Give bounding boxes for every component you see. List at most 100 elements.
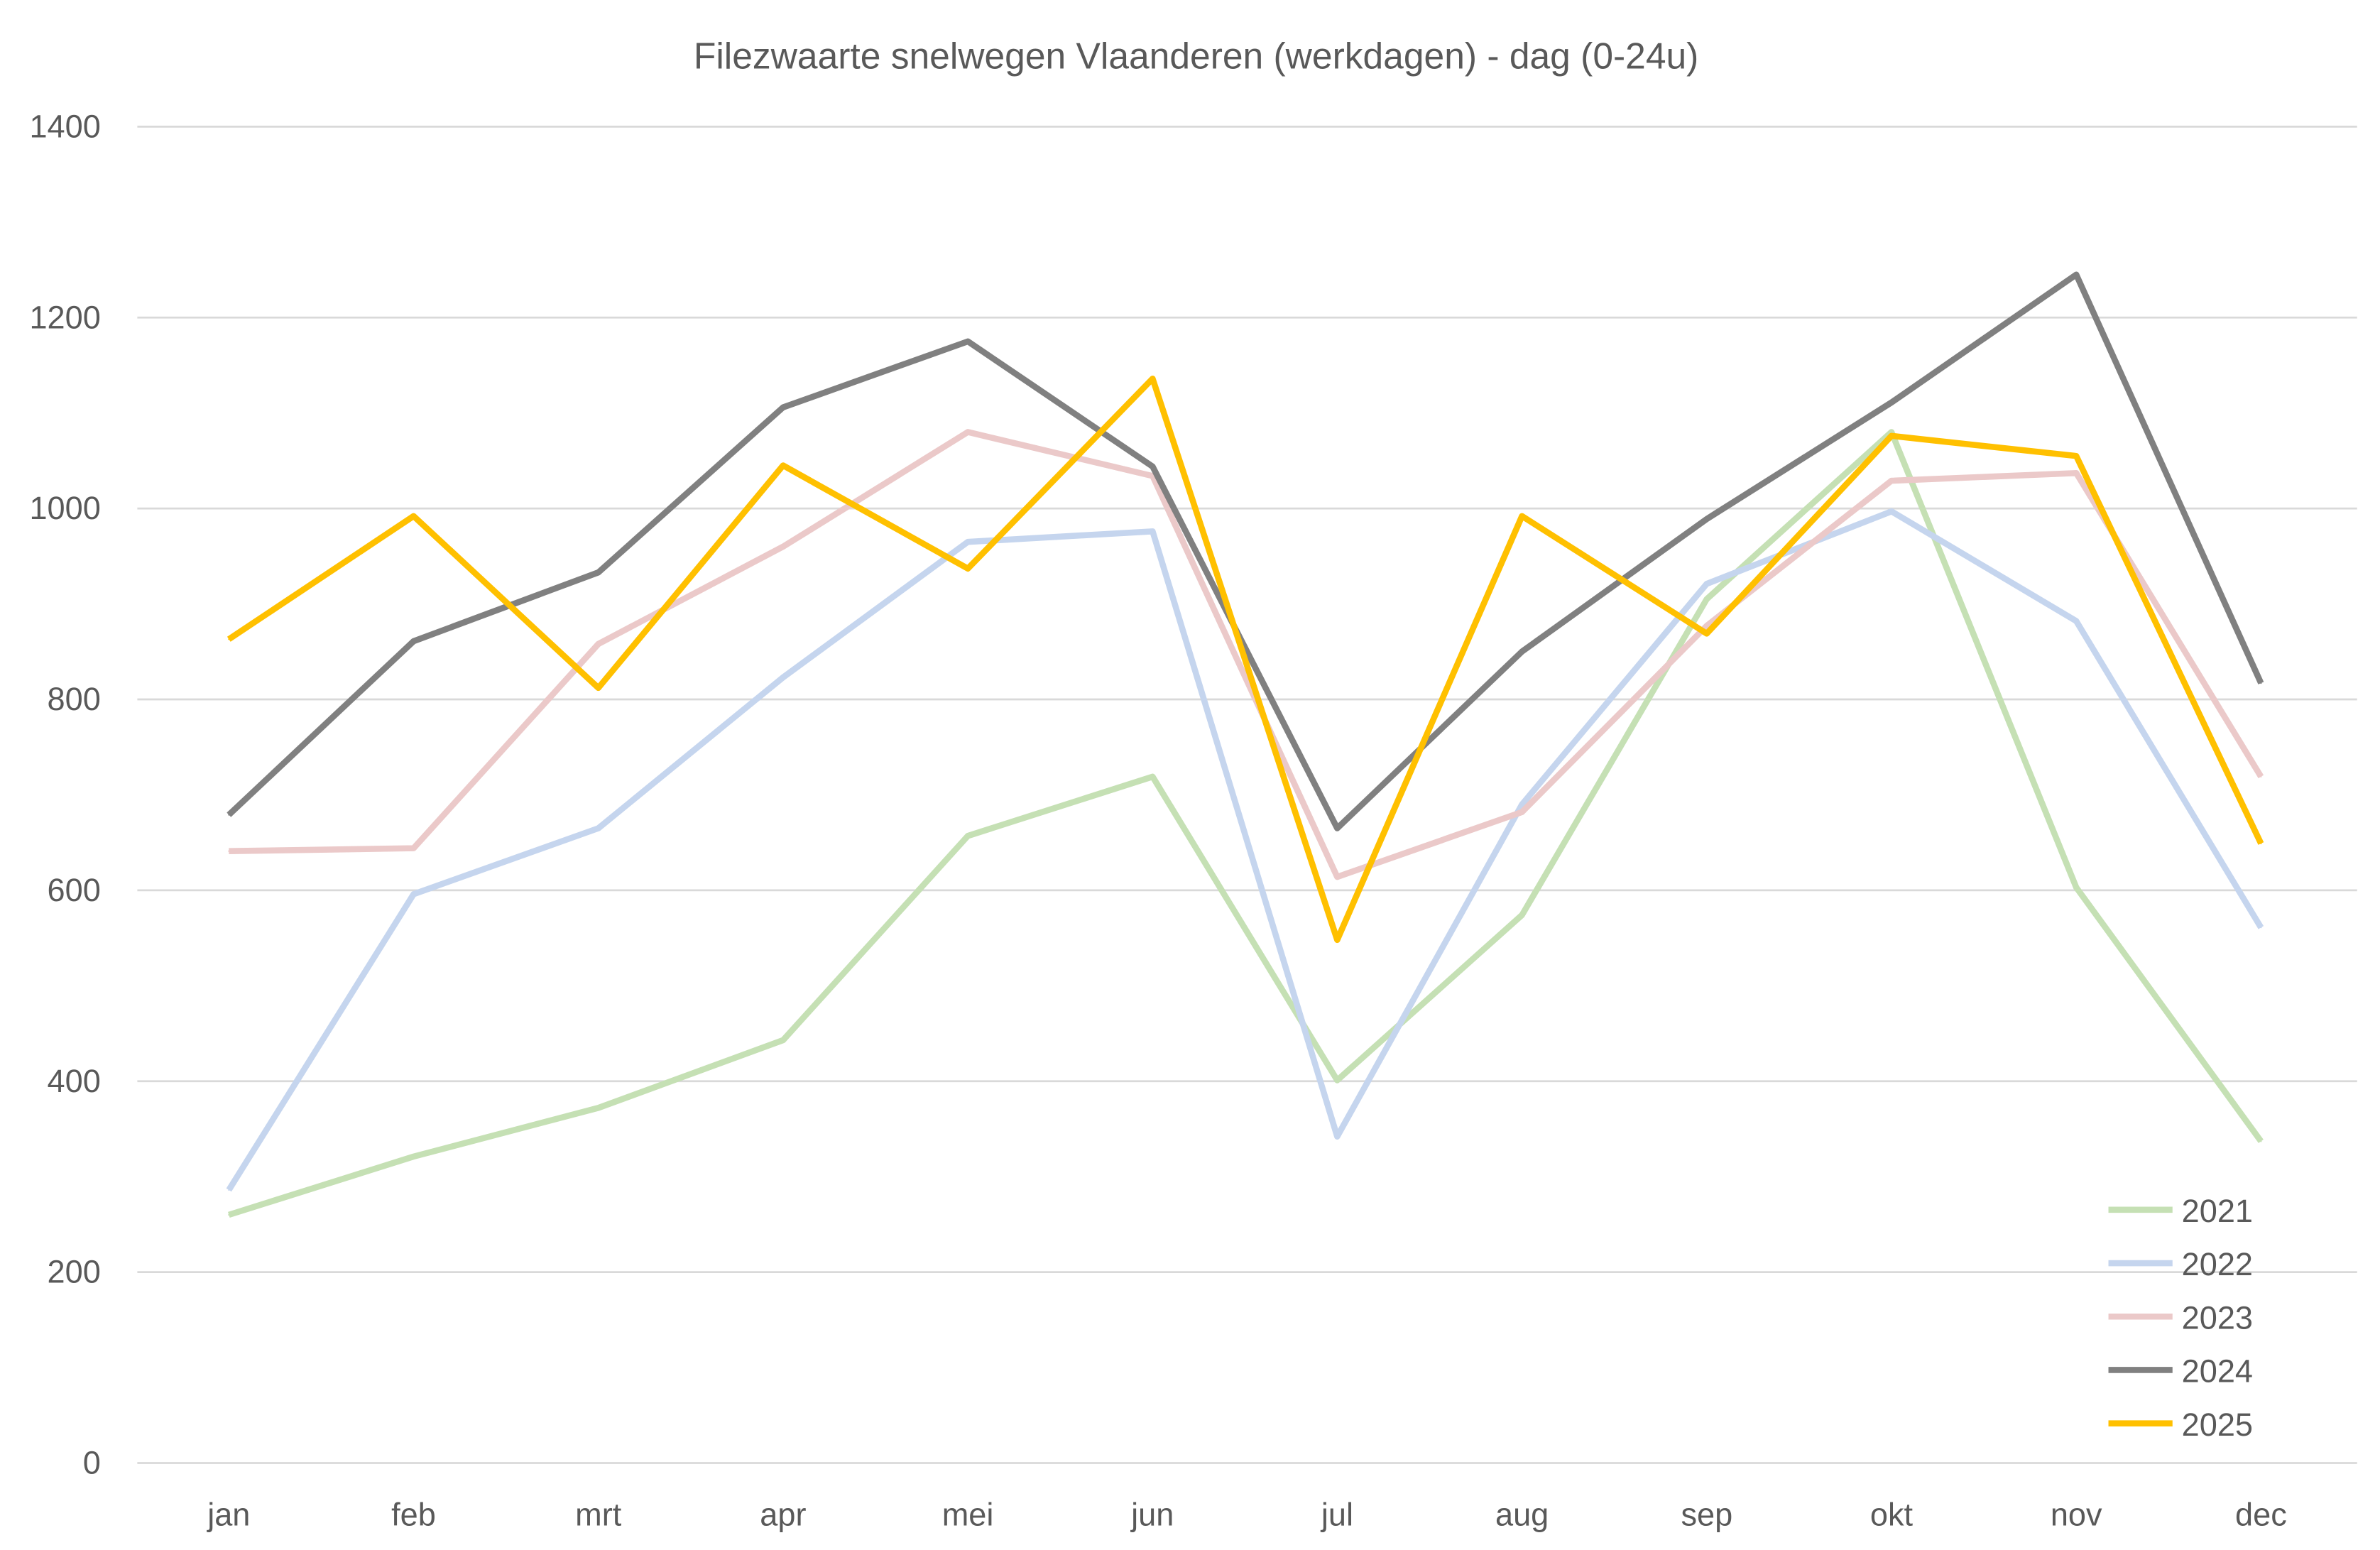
- x-tick-label: aug: [1495, 1497, 1549, 1533]
- data-point: [597, 572, 599, 574]
- y-tick-label: 1400: [29, 108, 100, 144]
- chart-title: Filezwaarte snelwegen Vlaanderen (werkda…: [694, 36, 1698, 77]
- data-point: [1152, 465, 1154, 468]
- data-point: [1705, 598, 1708, 600]
- legend-item-2023: 2023: [2108, 1299, 2253, 1336]
- data-point: [2260, 775, 2262, 777]
- y-tick-label: 800: [48, 681, 101, 717]
- x-tick-label: feb: [391, 1497, 436, 1533]
- data-point: [782, 406, 784, 408]
- y-tick-label: 200: [48, 1254, 101, 1290]
- data-point: [1152, 530, 1154, 533]
- series-line-2022: [226, 508, 2264, 1192]
- x-tick-label: dec: [2235, 1497, 2287, 1533]
- data-point: [1705, 625, 1708, 627]
- legend-label: 2021: [2182, 1193, 2253, 1229]
- data-point: [228, 814, 230, 816]
- x-tick-label: okt: [1870, 1497, 1914, 1533]
- series-line-2025: [226, 375, 2264, 944]
- gridlines: [137, 125, 2357, 1464]
- series-lines: [226, 271, 2264, 1218]
- data-point: [966, 835, 969, 837]
- data-point: [1890, 431, 1893, 433]
- data-point: [2075, 273, 2078, 275]
- y-tick-label: 400: [48, 1063, 101, 1099]
- data-point: [1705, 633, 1708, 635]
- x-tick-label: nov: [2051, 1497, 2102, 1533]
- data-point: [413, 515, 415, 517]
- data-point: [597, 827, 599, 829]
- data-point: [1521, 515, 1523, 517]
- data-point: [1705, 583, 1708, 585]
- data-point: [413, 893, 415, 895]
- data-point: [1890, 435, 1893, 437]
- data-point: [1890, 480, 1893, 482]
- data-point: [2075, 472, 2078, 474]
- x-tick-label: jul: [1320, 1497, 1353, 1533]
- data-point: [597, 643, 599, 645]
- data-point: [2260, 927, 2262, 929]
- series-2024: [226, 271, 2264, 831]
- data-point: [1521, 803, 1523, 805]
- data-point: [966, 340, 969, 342]
- series-line-2024: [226, 271, 2264, 831]
- data-point: [2260, 682, 2262, 684]
- data-point: [228, 1189, 230, 1191]
- data-point: [782, 676, 784, 679]
- data-point: [597, 687, 599, 689]
- data-point: [782, 545, 784, 547]
- data-point: [782, 1039, 784, 1042]
- x-tick-label: jan: [206, 1497, 250, 1533]
- data-point: [413, 847, 415, 849]
- data-point: [2075, 620, 2078, 622]
- series-2025: [226, 375, 2264, 944]
- legend-label: 2024: [2182, 1353, 2253, 1390]
- legend-label: 2023: [2182, 1299, 2253, 1336]
- data-point: [1336, 1135, 1338, 1137]
- data-point: [2075, 886, 2078, 888]
- data-point: [1336, 1079, 1338, 1081]
- data-point: [1336, 827, 1338, 829]
- series-2022: [226, 508, 2264, 1192]
- y-tick-label: 1200: [29, 299, 100, 335]
- data-point: [228, 1213, 230, 1216]
- legend-item-2024: 2024: [2108, 1353, 2253, 1390]
- x-tick-label: sep: [1681, 1497, 1732, 1533]
- data-point: [1152, 775, 1154, 777]
- y-tick-label: 1000: [29, 490, 100, 526]
- data-point: [1890, 511, 1893, 513]
- data-point: [228, 850, 230, 852]
- series-line-2021: [228, 429, 2264, 1218]
- x-tick-label: mrt: [575, 1497, 622, 1533]
- series-line-2023: [229, 429, 2264, 880]
- y-tick-label: 600: [48, 872, 101, 908]
- x-axis-ticks: jan feb mrt apr mei jun jul aug sep okt nov dec: [206, 1497, 2287, 1533]
- legend-item-2025: 2025: [2108, 1407, 2253, 1443]
- data-point: [2075, 455, 2078, 457]
- series-2021: [228, 429, 2264, 1218]
- data-point: [966, 541, 969, 543]
- legend-label: 2025: [2182, 1407, 2253, 1443]
- data-point: [2260, 1140, 2262, 1142]
- data-point: [1521, 914, 1523, 916]
- data-point: [597, 1107, 599, 1109]
- data-point: [1705, 518, 1708, 520]
- data-point: [228, 638, 230, 640]
- y-tick-label: 0: [83, 1445, 101, 1481]
- data-point: [1336, 939, 1338, 941]
- data-point: [413, 1155, 415, 1158]
- data-point: [413, 640, 415, 643]
- legend-label: 2022: [2182, 1246, 2253, 1282]
- data-point: [1521, 650, 1523, 653]
- legend-item-2021: 2021: [2108, 1193, 2253, 1229]
- data-point: [1336, 875, 1338, 878]
- data-point: [966, 431, 969, 433]
- x-tick-label: mei: [942, 1497, 994, 1533]
- y-axis-ticks: 0 200 400 600 800 1000 1200 1400: [29, 108, 100, 1480]
- data-point: [966, 567, 969, 569]
- series-2023: [228, 429, 2264, 880]
- data-point: [1152, 475, 1154, 477]
- legend-item-2022: 2022: [2108, 1246, 2253, 1282]
- x-tick-label: jun: [1130, 1497, 1174, 1533]
